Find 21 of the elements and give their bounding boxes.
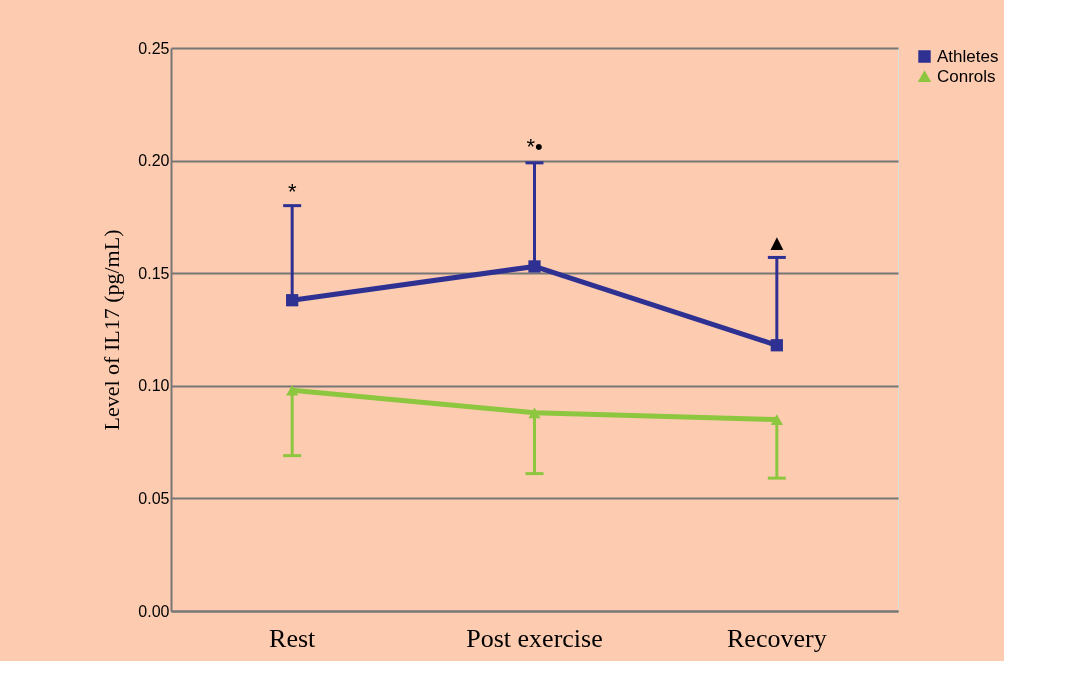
annotation: *• xyxy=(526,133,543,159)
annotation: ▲ xyxy=(765,230,788,256)
legend-label: Conrols xyxy=(937,66,996,86)
point xyxy=(770,414,783,425)
point xyxy=(286,385,299,396)
y-axis-title: Level of IL17 (pg/mL) xyxy=(99,229,125,431)
point xyxy=(770,339,783,352)
y-tick-label: 0.05 xyxy=(138,489,170,507)
y-tick-label: 0.15 xyxy=(138,264,170,282)
x-tick-label: Rest xyxy=(269,623,317,653)
y-tick-label: 0.25 xyxy=(138,39,170,57)
legend-label: Athletes xyxy=(937,46,999,66)
y-tick-label: 0.00 xyxy=(138,602,170,620)
y-tick-label: 0.20 xyxy=(138,152,170,170)
y-tick-label: 0.10 xyxy=(138,377,170,395)
point xyxy=(528,407,541,419)
annotation: * xyxy=(287,178,297,204)
point xyxy=(528,260,541,273)
x-tick-label: Recovery xyxy=(727,623,827,653)
x-tick-label: Post exercise xyxy=(466,623,603,653)
point xyxy=(286,294,299,307)
